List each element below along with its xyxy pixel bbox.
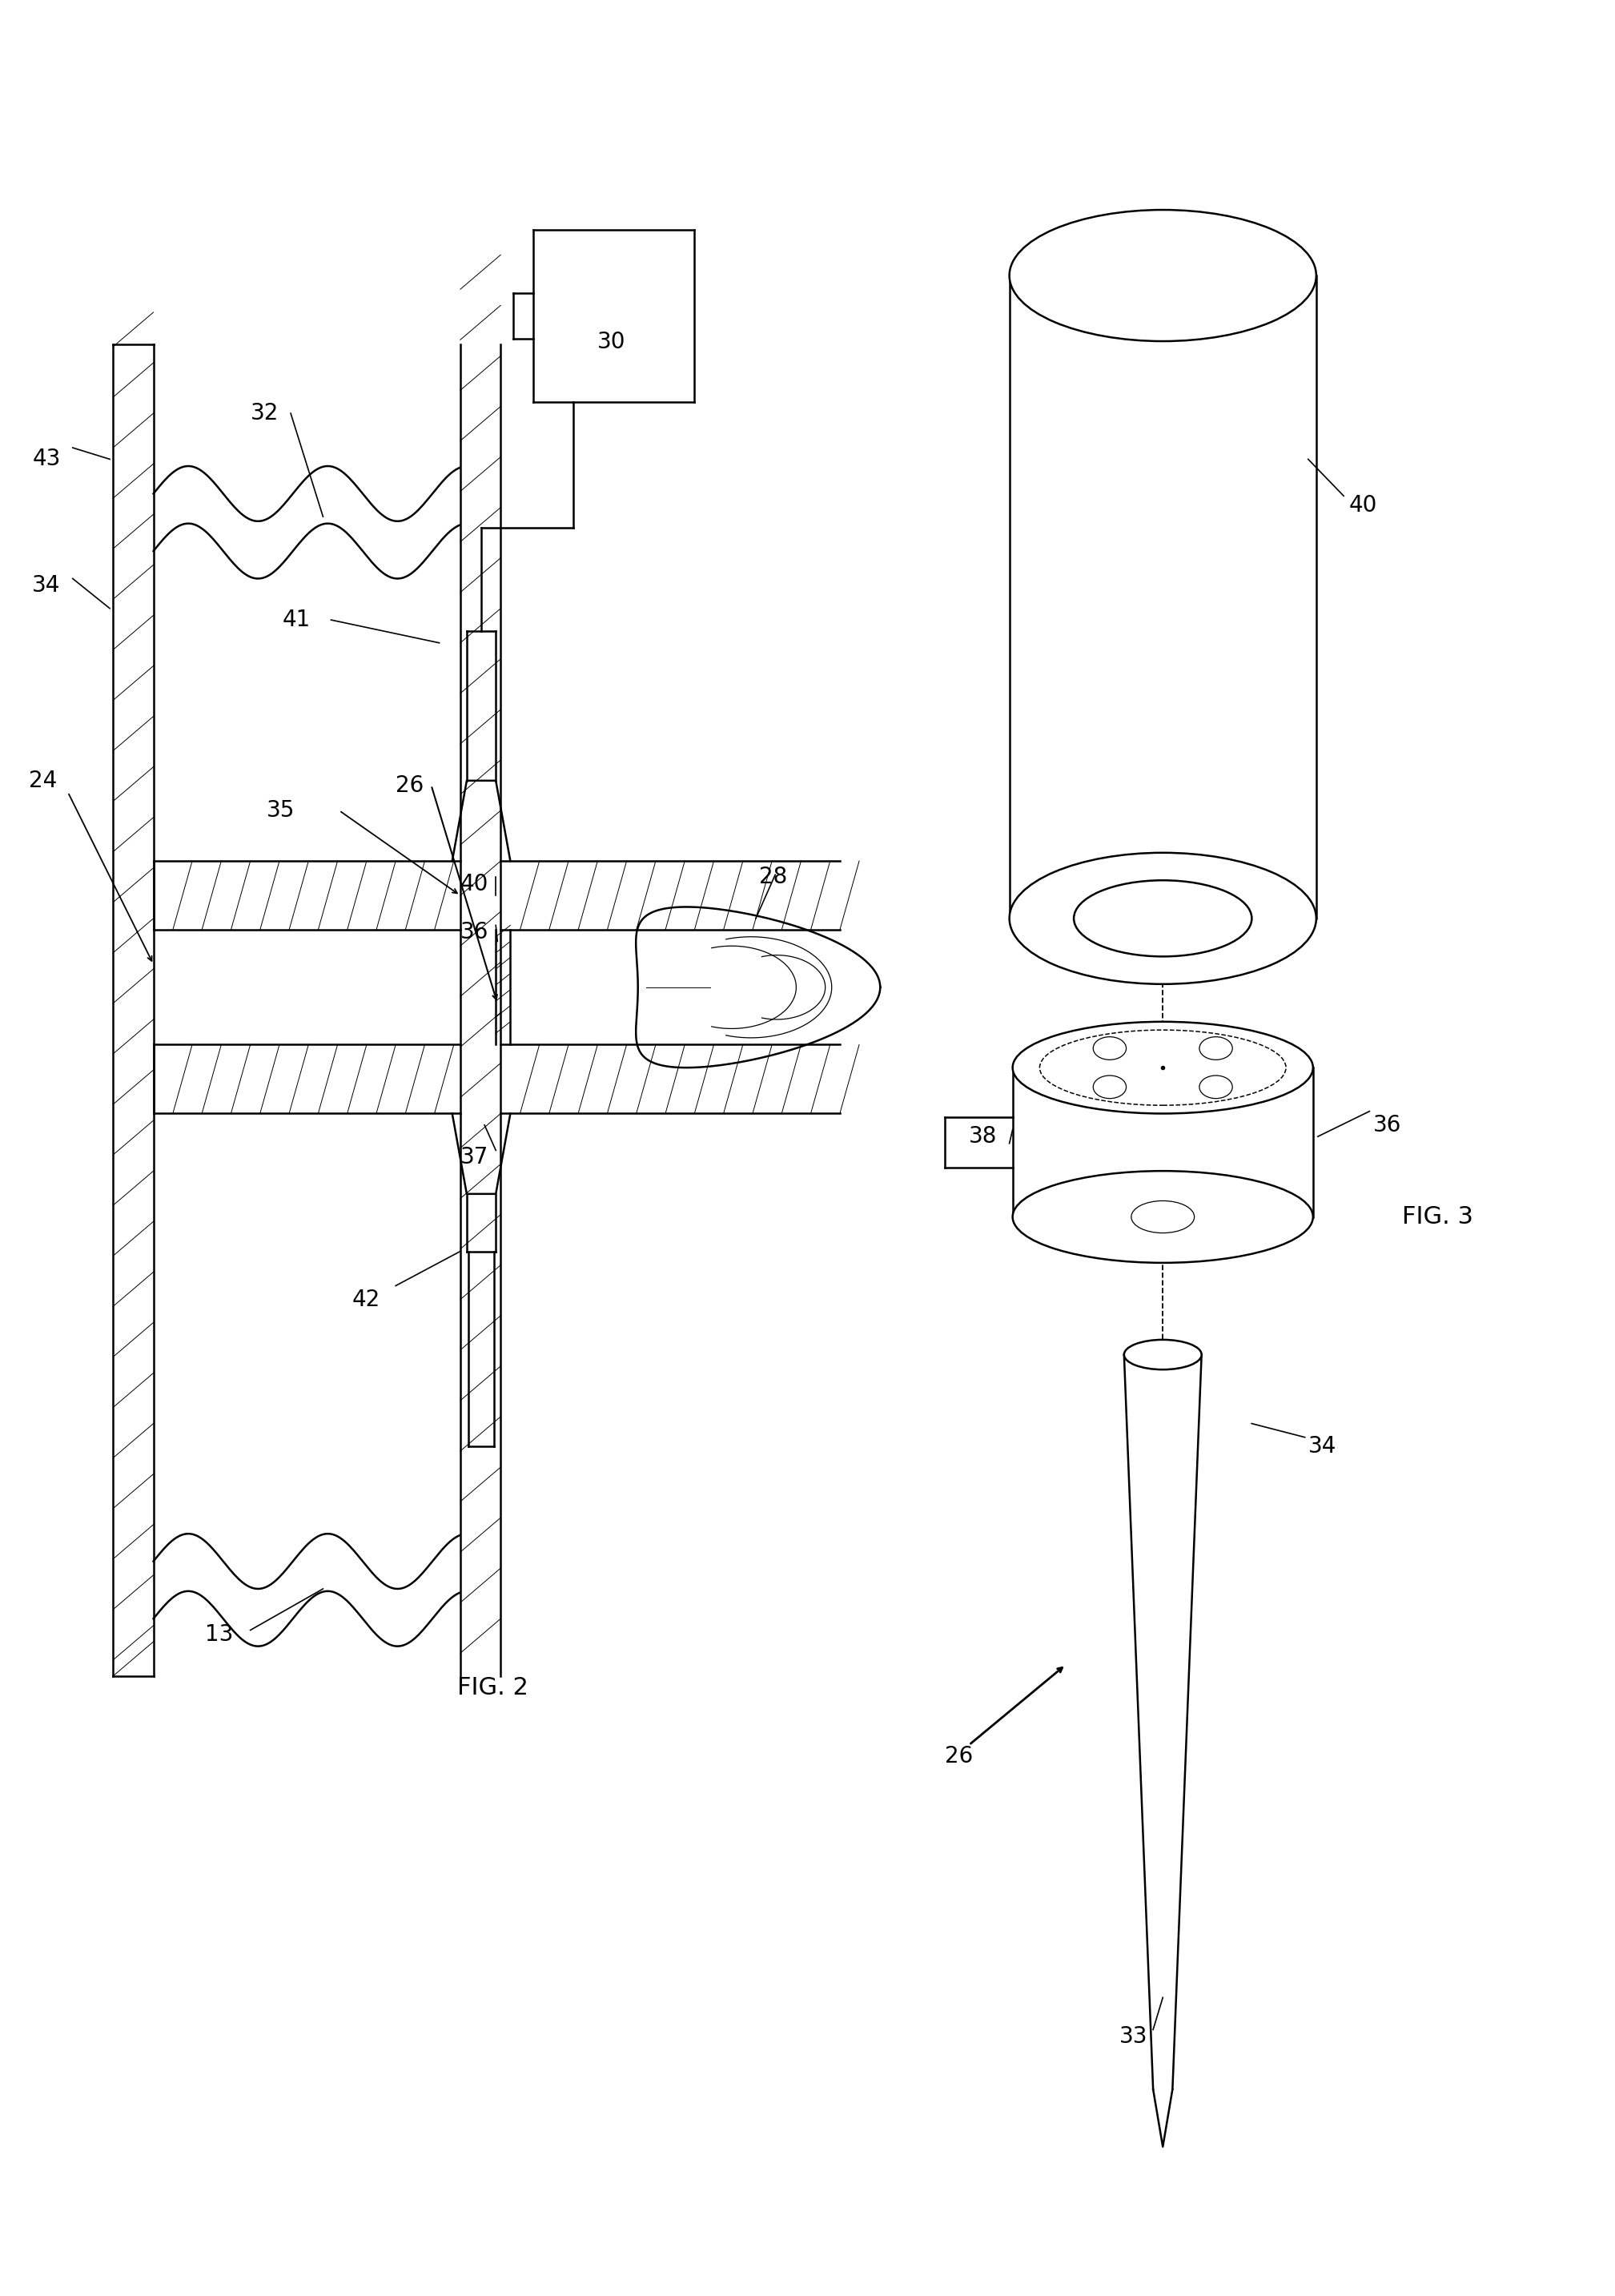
Text: 41: 41: [283, 608, 310, 631]
Text: 42: 42: [352, 1288, 380, 1311]
Text: 37: 37: [460, 1146, 489, 1169]
Text: 32: 32: [250, 402, 279, 425]
Text: FIG. 3: FIG. 3: [1402, 1205, 1473, 1228]
Ellipse shape: [1013, 1022, 1313, 1114]
Text: 30: 30: [598, 331, 627, 354]
Text: 34: 34: [32, 574, 61, 597]
Text: 34: 34: [1308, 1435, 1337, 1458]
Ellipse shape: [1009, 209, 1316, 342]
Text: 36: 36: [460, 921, 489, 944]
Text: 40: 40: [460, 872, 489, 895]
Text: 24: 24: [29, 769, 57, 792]
Text: 28: 28: [759, 866, 787, 889]
Text: 26: 26: [945, 1745, 972, 1768]
Text: 40: 40: [1349, 494, 1378, 517]
Text: 35: 35: [266, 799, 296, 822]
Ellipse shape: [1013, 1171, 1313, 1263]
Text: 38: 38: [969, 1125, 998, 1148]
Text: 43: 43: [32, 448, 61, 471]
Ellipse shape: [1009, 852, 1316, 985]
Ellipse shape: [1130, 1201, 1195, 1233]
Ellipse shape: [1124, 1339, 1202, 1368]
Text: 33: 33: [1119, 2025, 1148, 2048]
Text: 26: 26: [396, 774, 423, 797]
Text: 36: 36: [1373, 1114, 1402, 1137]
Ellipse shape: [1200, 1038, 1232, 1061]
Ellipse shape: [1093, 1038, 1126, 1061]
Text: FIG. 2: FIG. 2: [457, 1676, 528, 1699]
Ellipse shape: [1074, 879, 1252, 957]
Ellipse shape: [1200, 1075, 1232, 1097]
Text: 13: 13: [205, 1623, 234, 1646]
Ellipse shape: [1093, 1075, 1126, 1097]
